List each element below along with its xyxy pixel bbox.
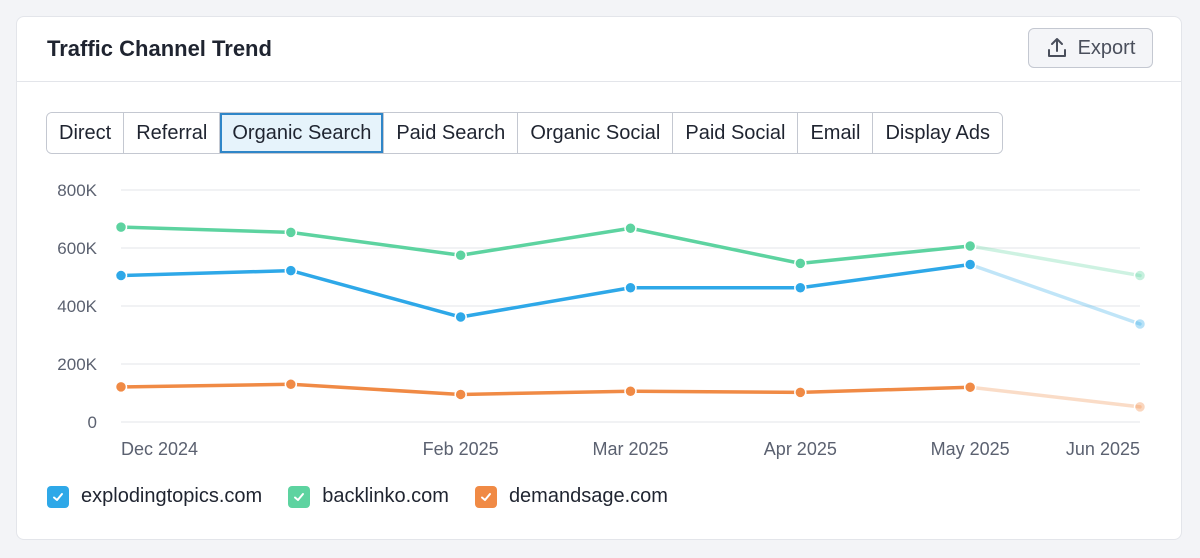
tab-organic-search[interactable]: Organic Search [220,113,385,153]
upload-icon [1046,37,1068,59]
projected-segment [968,385,1142,409]
data-point [624,385,637,398]
traffic-channel-trend-card: Traffic Channel Trend Export Direct Refer… [16,16,1182,540]
data-point [284,378,298,391]
data-point [963,239,977,253]
legend-item[interactable]: explodingtopics.com [47,485,262,508]
data-point [794,281,807,294]
series-line [119,225,972,266]
tab-email[interactable]: Email [798,113,874,153]
data-point [284,264,298,277]
projected-segment [968,244,1142,278]
y-tick-label: 600K [57,239,97,258]
checkbox-checked-icon[interactable] [474,485,497,508]
data-point [114,269,128,282]
data-point [114,220,128,234]
legend-item[interactable]: demandsage.com [474,485,668,508]
card-header: Traffic Channel Trend Export [17,17,1181,82]
x-tick-label: May 2025 [931,439,1010,459]
data-point [454,310,467,324]
data-point [1133,269,1147,282]
y-tick-label: 200K [57,355,97,374]
export-button[interactable]: Export [1028,28,1153,68]
x-tick-label: Mar 2025 [592,439,668,459]
data-point [624,281,637,294]
x-tick-label: Dec 2024 [121,439,198,459]
data-point [963,380,977,394]
tab-referral[interactable]: Referral [124,113,221,153]
legend-label: explodingtopics.com [81,485,263,507]
widget-title: Traffic Channel Trend [47,36,272,61]
series-line [119,382,972,397]
y-tick-label: 0 [88,413,97,432]
y-tick-label: 400K [57,297,97,316]
data-point [963,258,977,271]
tab-paid-social[interactable]: Paid Social [673,113,799,153]
channel-tabs: Direct Referral Organic Search Paid Search O… [46,112,1003,154]
data-point [284,226,298,239]
y-tick-label: 800K [57,181,97,200]
x-tick-label: Apr 2025 [764,439,837,459]
data-point [114,380,128,394]
x-tick-label: Feb 2025 [423,439,499,459]
data-point [794,257,807,270]
export-label: Export [1077,36,1136,59]
legend-item[interactable]: backlinko.com [288,485,449,508]
legend-label: backlinko.com [322,485,449,507]
tab-display-ads[interactable]: Display Ads [873,113,1002,153]
series-line [119,262,972,319]
data-point [794,386,807,399]
checkbox-checked-icon[interactable] [288,485,311,508]
data-point [454,249,467,262]
chart-legend: explodingtopics.com backlinko.com demandsa… [47,485,668,508]
legend-label: demandsage.com [508,485,668,507]
checkbox-checked-icon[interactable] [47,485,69,508]
data-point [1133,317,1147,331]
traffic-line-chart: 0 200K 400K 600K 800K Dec 2024 Feb 2025 Mar 202… [57,181,1147,459]
projected-segment [968,262,1142,326]
data-point [454,388,467,401]
tab-organic-social[interactable]: Organic Social [518,113,674,153]
data-point [1133,400,1147,414]
tab-paid-search[interactable]: Paid Search [384,113,519,153]
data-point [624,222,637,235]
x-tick-label: Jun 2025 [1066,439,1140,459]
tab-direct[interactable]: Direct [47,113,125,153]
